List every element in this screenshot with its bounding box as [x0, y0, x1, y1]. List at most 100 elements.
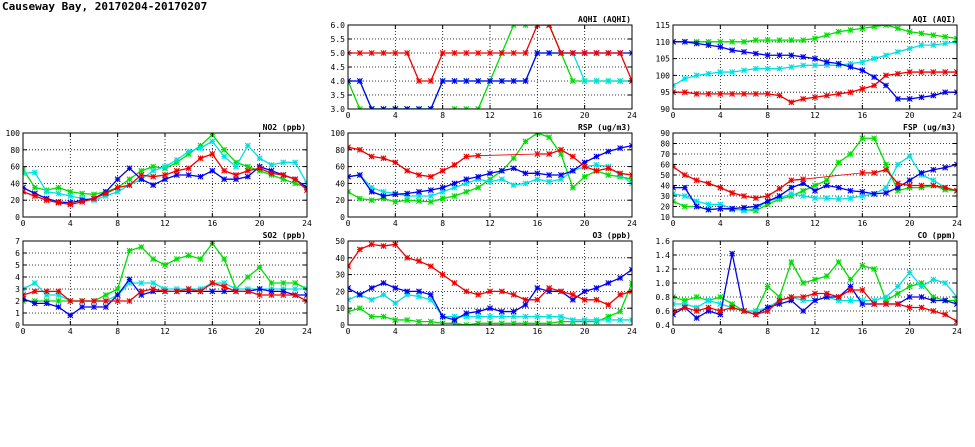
data-point	[717, 308, 724, 314]
data-point	[427, 106, 434, 109]
data-point	[368, 313, 375, 320]
data-point	[510, 165, 517, 172]
data-point	[705, 304, 712, 311]
point-mark-a	[23, 191, 26, 195]
x-tick-label: 0	[346, 111, 351, 120]
data-point	[221, 167, 228, 174]
x-tick-label: 20	[580, 111, 590, 120]
y-tick-label: 95	[660, 88, 670, 97]
data-point	[741, 90, 747, 97]
data-point	[356, 78, 363, 84]
data-point	[741, 38, 747, 45]
data-point	[681, 193, 688, 199]
data-point	[368, 50, 375, 56]
data-point	[906, 45, 913, 52]
point-mark-a	[348, 287, 351, 292]
data-point	[617, 308, 624, 315]
series-group	[348, 133, 632, 205]
data-point	[546, 313, 553, 320]
y-tick-label: 60	[335, 163, 345, 172]
data-point	[752, 90, 759, 97]
data-point	[942, 33, 949, 40]
data-point	[439, 313, 446, 320]
point-mark-b	[534, 25, 539, 28]
data-point	[475, 173, 482, 180]
x-tick-label: 8	[440, 111, 445, 120]
x-tick-label: 20	[905, 111, 915, 120]
point-mark-a	[673, 186, 676, 191]
y-tick-label: 10	[660, 213, 670, 222]
point-mark-b	[673, 190, 676, 195]
data-point	[197, 288, 204, 295]
y-tick-label: 105	[656, 55, 671, 64]
data-point	[67, 193, 74, 199]
data-point	[356, 246, 363, 253]
point-mark-b	[883, 25, 887, 28]
data-point	[451, 180, 458, 187]
data-point	[510, 50, 517, 56]
data-point	[812, 94, 818, 101]
point-mark-a	[23, 300, 26, 304]
point-mark-b	[304, 288, 307, 292]
data-point	[673, 301, 676, 307]
data-point	[416, 78, 422, 84]
point-mark-b	[673, 308, 676, 312]
data-point	[380, 106, 387, 109]
data-point	[942, 40, 949, 47]
data-point	[752, 50, 759, 57]
chart-o3: 0 4 8 12 16 20 24 0 10 20 30 40 50 O3 (ppb)	[335, 231, 637, 336]
y-tick-label: 5.5	[331, 35, 346, 44]
point-mark-b	[348, 144, 351, 149]
data-point	[823, 92, 830, 99]
point-mark-a	[954, 187, 957, 192]
data-point	[883, 82, 889, 89]
data-point	[522, 25, 529, 28]
y-tick-label: 4	[15, 273, 20, 282]
y-tick-label: 4.5	[331, 63, 346, 72]
data-point	[930, 276, 937, 283]
point-mark-b	[348, 308, 351, 313]
data-point	[475, 78, 482, 84]
data-point	[487, 170, 493, 177]
data-point	[102, 190, 109, 197]
data-point	[233, 172, 239, 178]
y-tick-label: 10	[335, 304, 345, 313]
data-point	[256, 165, 263, 172]
data-point	[138, 280, 145, 286]
data-point	[847, 287, 854, 293]
data-point	[268, 292, 275, 298]
data-point	[404, 106, 411, 109]
x-tick-label: 4	[68, 219, 73, 228]
data-point	[427, 318, 434, 325]
data-point	[605, 316, 612, 323]
data-point	[126, 165, 133, 172]
data-point	[404, 50, 411, 56]
data-point	[416, 198, 422, 205]
data-point	[942, 69, 949, 76]
x-tick-label: 0	[671, 219, 676, 228]
data-point	[546, 172, 553, 178]
x-tick-label: 24	[627, 327, 637, 336]
x-tick-label: 16	[208, 327, 218, 336]
data-point	[380, 50, 387, 56]
point-mark-b	[954, 71, 957, 76]
data-point	[427, 263, 434, 270]
x-tick-label: 8	[765, 111, 770, 120]
y-tick-label: 6	[15, 249, 20, 258]
data-point	[693, 203, 700, 210]
data-point	[835, 159, 842, 166]
data-point	[427, 187, 434, 194]
data-point	[558, 50, 564, 56]
y-tick-label: 60	[660, 161, 670, 170]
data-point	[581, 173, 588, 180]
chart-co: 0 4 8 12 16 20 24 0.4 0.6 0.8 1.0 1.2 1.4 1.6 CO (ppm)	[656, 231, 962, 336]
data-point	[463, 188, 470, 195]
data-point	[693, 72, 700, 79]
data-point	[475, 50, 482, 56]
x-tick-label: 20	[255, 219, 265, 228]
data-point	[593, 316, 600, 323]
data-point	[392, 198, 399, 205]
data-point	[498, 167, 505, 174]
data-point	[800, 62, 807, 69]
data-point	[138, 244, 145, 250]
